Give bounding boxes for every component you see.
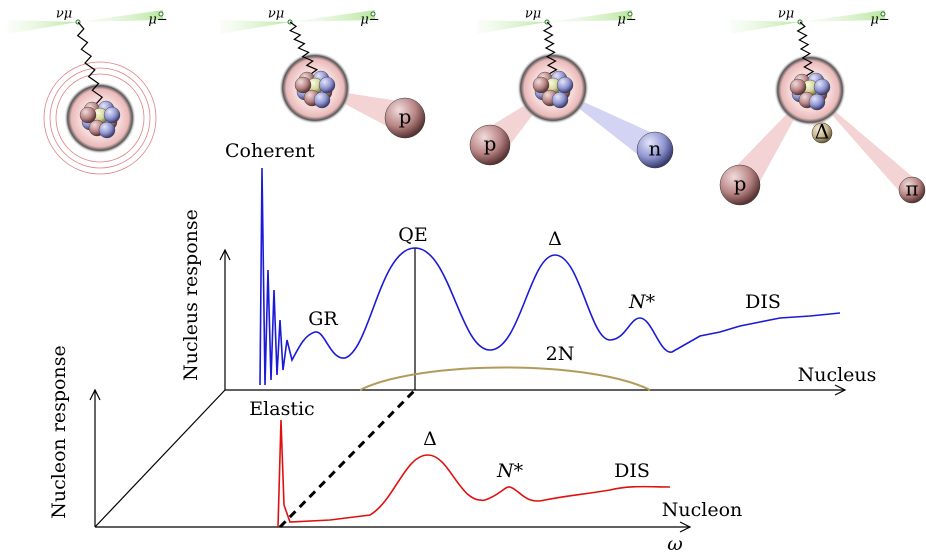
label: 2N (546, 343, 575, 365)
label: Δ (548, 228, 562, 250)
particle-label: n (649, 137, 662, 161)
axis-label: Nucleus response (180, 209, 202, 381)
label: Elastic (249, 398, 314, 420)
neutrino-label: νμ (778, 7, 794, 22)
axes (90, 248, 845, 532)
label: N* (628, 291, 656, 313)
label: DIS (614, 460, 650, 482)
neutrino-beam (220, 20, 290, 34)
neutrino-label: νμ (56, 7, 72, 22)
muon-label: μ− (870, 13, 889, 28)
two-n-curve (360, 368, 650, 391)
neutrino-label: νμ (525, 7, 541, 22)
particle-label: p (399, 105, 412, 129)
nucleon (557, 77, 573, 93)
diagram: νμ μ− νμ μ− p νμ μ− p n νμ μ− Δp π Coherent Nucleus … (0, 0, 926, 554)
label: DIS (745, 291, 781, 313)
particle-label: Δ (815, 120, 829, 144)
neutrino-label: νμ (268, 7, 284, 22)
label: Δ (423, 428, 437, 450)
neutrino-beam (477, 20, 547, 34)
muon-label: μ− (617, 13, 636, 28)
nucleon (533, 77, 549, 93)
nucleon-curve (278, 420, 670, 527)
nucleon (104, 107, 120, 123)
muon-label: μ− (360, 13, 379, 28)
axis-label: Nucleon (662, 499, 743, 521)
label: N* (496, 460, 524, 482)
particle-label: p (734, 172, 747, 196)
nucleon (80, 107, 96, 123)
muon-label: μ− (148, 13, 167, 28)
nucleon (295, 77, 311, 93)
nucleon (552, 92, 568, 108)
axis-label: Nucleon response (48, 345, 70, 518)
neutrino-beam (8, 20, 78, 34)
nucleon (814, 79, 830, 95)
neutrino-beam (730, 20, 800, 34)
axis-label: Nucleus (798, 364, 877, 386)
nucleon (790, 79, 806, 95)
nucleon (319, 77, 335, 93)
label: QE (398, 224, 427, 246)
nucleon (314, 92, 330, 108)
particle-label: p (484, 132, 497, 156)
label: Coherent (225, 140, 315, 162)
panels: νμ μ− νμ μ− p νμ μ− p n νμ μ− Δp π (8, 7, 925, 206)
particle-label: π (905, 177, 918, 201)
nucleon (99, 122, 115, 138)
nucleon (809, 94, 825, 110)
label: GR (308, 308, 338, 330)
axis-label: ω (667, 533, 683, 554)
